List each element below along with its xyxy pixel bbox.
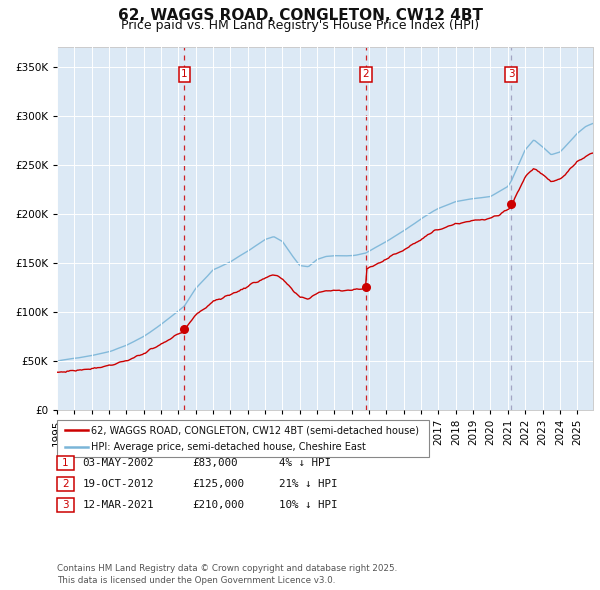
Text: 2: 2 (362, 70, 369, 80)
Text: 3: 3 (62, 500, 69, 510)
Text: 62, WAGGS ROAD, CONGLETON, CW12 4BT (semi-detached house): 62, WAGGS ROAD, CONGLETON, CW12 4BT (sem… (91, 425, 419, 435)
Text: Price paid vs. HM Land Registry's House Price Index (HPI): Price paid vs. HM Land Registry's House … (121, 19, 479, 32)
Text: £125,000: £125,000 (192, 479, 244, 489)
Text: 1: 1 (62, 458, 69, 468)
Text: 19-OCT-2012: 19-OCT-2012 (82, 479, 154, 489)
Text: 21% ↓ HPI: 21% ↓ HPI (279, 479, 337, 489)
Text: 03-MAY-2002: 03-MAY-2002 (82, 458, 154, 468)
Text: 10% ↓ HPI: 10% ↓ HPI (279, 500, 337, 510)
Text: 12-MAR-2021: 12-MAR-2021 (82, 500, 154, 510)
Text: £83,000: £83,000 (192, 458, 238, 468)
Text: 1: 1 (181, 70, 188, 80)
Text: £210,000: £210,000 (192, 500, 244, 510)
Text: 62, WAGGS ROAD, CONGLETON, CW12 4BT: 62, WAGGS ROAD, CONGLETON, CW12 4BT (118, 8, 482, 22)
Text: Contains HM Land Registry data © Crown copyright and database right 2025.
This d: Contains HM Land Registry data © Crown c… (57, 564, 397, 585)
Text: HPI: Average price, semi-detached house, Cheshire East: HPI: Average price, semi-detached house,… (91, 442, 366, 452)
Text: 4% ↓ HPI: 4% ↓ HPI (279, 458, 331, 468)
Text: 3: 3 (508, 70, 514, 80)
Text: 2: 2 (62, 479, 69, 489)
